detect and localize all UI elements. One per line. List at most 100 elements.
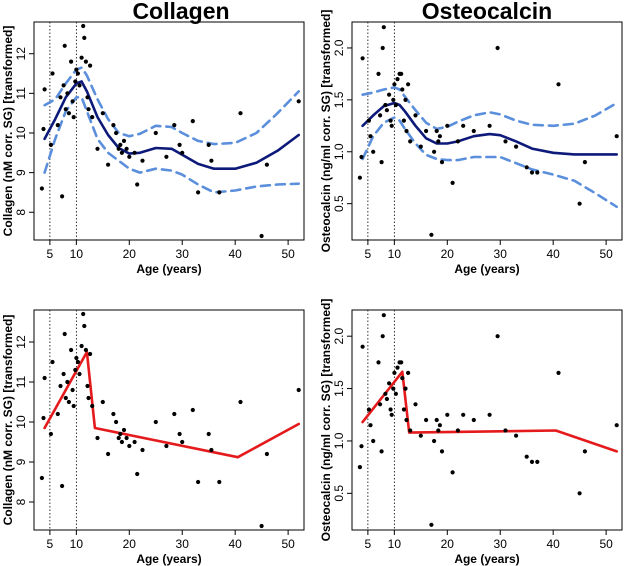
data-point: [378, 402, 383, 407]
data-point: [437, 134, 442, 139]
data-point: [100, 399, 105, 405]
data-point: [384, 108, 389, 113]
x-tick-label: 30: [176, 537, 190, 551]
data-point: [388, 407, 393, 412]
data-point: [119, 150, 124, 155]
data-point: [371, 149, 376, 154]
y-tick-label: 0.5: [332, 195, 346, 212]
data-point: [118, 431, 123, 437]
data-point: [116, 435, 121, 441]
x-tick-label: 20: [123, 537, 137, 551]
data-point: [153, 130, 158, 136]
data-point: [180, 439, 185, 445]
data-point: [42, 375, 47, 381]
data-point: [264, 451, 269, 457]
segmented-fit-line: [43, 350, 301, 459]
data-point: [455, 428, 460, 433]
data-point: [127, 154, 132, 159]
x-tick-label: 5: [47, 537, 54, 551]
data-point: [111, 411, 116, 417]
x-tick-label: 50: [599, 537, 613, 551]
ci-lower-line: [43, 96, 301, 194]
data-point: [406, 82, 411, 87]
data-point: [368, 423, 373, 428]
data-point: [529, 459, 535, 464]
data-point: [495, 45, 500, 51]
data-point: [90, 403, 95, 409]
data-point: [413, 113, 418, 118]
data-point: [401, 407, 406, 412]
y-tick-label: 8: [14, 498, 28, 505]
x-tick-label: 30: [176, 247, 190, 261]
x-tick-label: 40: [228, 537, 242, 551]
data-point: [535, 459, 540, 464]
plot-frame: [351, 309, 623, 531]
data-point: [399, 71, 404, 76]
data-point: [360, 56, 365, 61]
data-point: [434, 128, 439, 134]
data-point: [75, 359, 80, 365]
data-point: [487, 412, 492, 417]
data-point: [395, 365, 400, 370]
data-point: [196, 190, 201, 195]
data-point: [164, 154, 169, 159]
y-tick-label: 8: [14, 209, 28, 216]
y-tick-label: 10: [14, 415, 28, 429]
data-point: [582, 449, 588, 454]
data-point: [259, 233, 264, 239]
y-tick-label: 12: [14, 47, 28, 61]
y-tick-label: 10: [14, 126, 28, 140]
data-point: [408, 428, 413, 433]
data-point: [132, 150, 137, 155]
data-point: [380, 45, 385, 51]
x-tick-label: 30: [494, 247, 508, 261]
data-point: [418, 433, 423, 438]
data-point: [116, 146, 121, 151]
data-point: [86, 107, 91, 112]
data-point: [389, 123, 394, 128]
data-point: [75, 71, 80, 76]
data-point: [88, 63, 93, 68]
plot-frame: [351, 21, 623, 241]
data-point: [42, 87, 47, 92]
data-point: [503, 139, 508, 144]
data-point: [577, 491, 582, 496]
x-tick-label: 20: [441, 537, 455, 551]
data-point: [296, 99, 301, 104]
data-point: [190, 407, 195, 413]
data-point: [387, 92, 392, 97]
y-axis-label: Collagen (nM corr. SG) [transformed]: [1, 315, 15, 526]
data-point: [217, 479, 222, 485]
smooth-fit-line: [361, 101, 619, 156]
data-point: [62, 43, 67, 48]
data-point: [387, 381, 392, 386]
x-tick-label: 5: [365, 537, 372, 551]
data-point: [140, 158, 145, 163]
plot-frame: [33, 309, 305, 531]
data-point: [529, 170, 535, 175]
chart-panel-3: 10 20 30 40 50 5 8 9 10 11 12 Age (years) Collagen (…: [1, 309, 305, 566]
data-point: [77, 83, 82, 88]
data-point: [383, 391, 388, 396]
data-point: [403, 97, 408, 102]
data-point: [445, 123, 450, 128]
data-point: [164, 443, 169, 449]
data-point: [82, 323, 87, 329]
x-tick-label: 10: [388, 247, 402, 261]
data-point: [391, 97, 396, 102]
x-axis-label: Age (years): [136, 262, 201, 276]
data-point: [206, 431, 211, 437]
data-point: [65, 379, 70, 385]
data-point: [577, 201, 582, 206]
data-point: [69, 59, 74, 64]
data-point: [83, 347, 88, 353]
data-point: [39, 186, 45, 191]
smooth-fit-line: [43, 80, 301, 170]
data-point: [413, 402, 418, 407]
data-point: [383, 102, 388, 108]
y-tick-label: 1.5: [332, 91, 346, 108]
data-point: [614, 134, 619, 139]
data-point: [436, 139, 441, 144]
data-point: [81, 311, 86, 317]
chart-title-osteocalcin: Osteocalcin: [421, 0, 553, 24]
